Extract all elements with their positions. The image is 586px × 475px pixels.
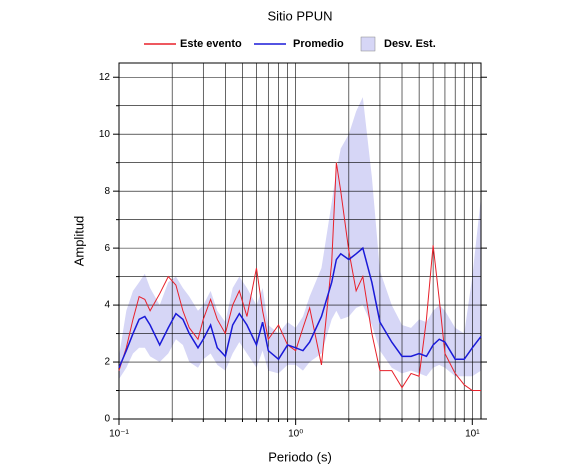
x-tick-label: 10¹ (465, 429, 480, 440)
series-line (118, 246, 482, 369)
y-tick-label: 4 (104, 300, 110, 311)
y-tick-label: 2 (104, 357, 110, 368)
y-tick-label: 6 (104, 243, 110, 254)
x-tick-label: 10⁰ (288, 429, 303, 440)
legend-swatch (360, 36, 376, 52)
legend-label: Desv. Est. (384, 38, 436, 50)
y-axis-label: Amplitud (71, 216, 86, 267)
series-line (118, 162, 481, 392)
legend-label: Promedio (293, 38, 344, 50)
chart-title: Sitio PPUN (267, 8, 332, 23)
y-tick-label: 12 (99, 72, 111, 83)
std-band (119, 97, 481, 380)
y-tick-label: 0 (104, 414, 110, 425)
y-tick-label: 10 (99, 129, 111, 140)
legend-label: Este evento (180, 38, 242, 50)
x-tick-label: 10⁻¹ (109, 429, 129, 440)
plot-frame (118, 62, 482, 420)
y-tick-label: 8 (104, 186, 110, 197)
x-axis-label: Periodo (s) (268, 449, 332, 464)
